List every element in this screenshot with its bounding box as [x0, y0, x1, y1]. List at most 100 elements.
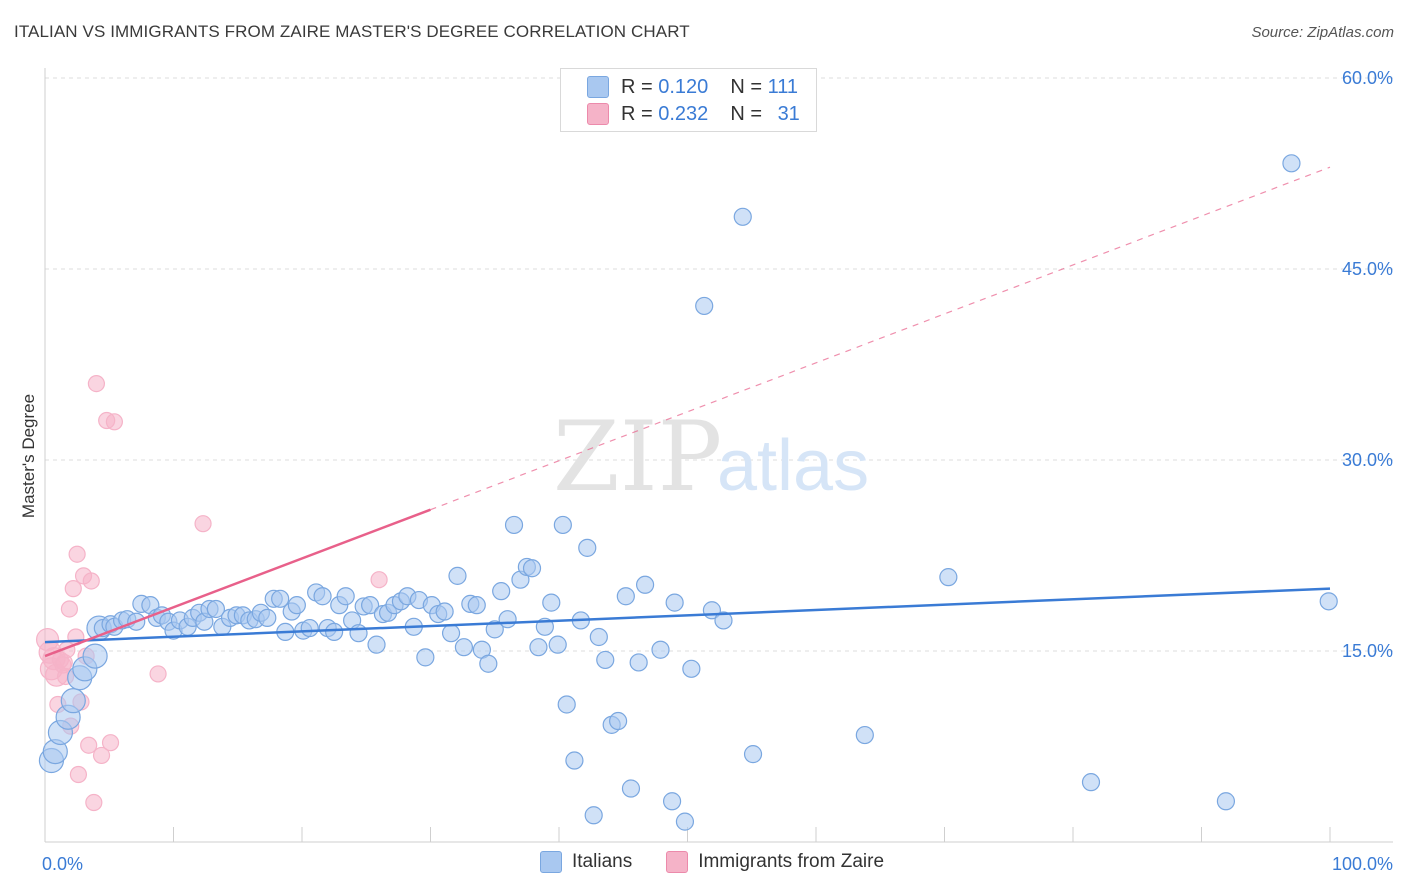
point-italians — [467, 596, 486, 615]
axes — [44, 68, 1393, 843]
source-label: Source: ZipAtlas.com — [1251, 24, 1394, 41]
point-italians — [498, 610, 517, 629]
point-italians — [855, 725, 874, 745]
point-italians — [635, 575, 655, 594]
watermark: ZIP atlas — [553, 401, 869, 513]
point-zaire — [370, 571, 388, 589]
point-italians — [271, 589, 290, 608]
point-italians — [584, 806, 603, 825]
point-italians — [529, 638, 548, 657]
point-italians — [336, 587, 355, 606]
point-italians — [733, 207, 752, 226]
point-italians — [939, 568, 958, 587]
point-italians — [682, 659, 701, 678]
point-italians — [596, 650, 615, 670]
legend-r-value: 0.120 — [658, 75, 709, 98]
legend-series: Italians Immigrants from Zaire — [540, 851, 918, 873]
point-italians — [616, 587, 635, 606]
watermark-zip: ZIP — [553, 401, 722, 513]
trend-zaire — [44, 508, 431, 658]
point-italians — [504, 515, 524, 535]
grid — [45, 77, 1393, 652]
point-zaire — [194, 515, 212, 533]
legend-n-label: N = — [730, 102, 762, 125]
point-italians — [479, 654, 498, 673]
point-italians — [361, 596, 380, 615]
point-italians — [1216, 792, 1236, 811]
legend-swatch-blue — [540, 851, 562, 873]
trend-lines — [44, 166, 1331, 658]
chart-title: ITALIAN VS IMMIGRANTS FROM ZAIRE MASTER'… — [14, 22, 690, 41]
legend-n-value: 31 — [777, 102, 800, 125]
point-italians — [651, 640, 670, 659]
x-tick-label: 100.0% — [1332, 854, 1393, 874]
legend-n-value: 111 — [767, 75, 798, 98]
point-italians — [206, 599, 226, 619]
point-italians — [578, 538, 597, 557]
point-italians — [609, 711, 628, 731]
point-italians — [1319, 592, 1338, 611]
point-zaire — [60, 600, 79, 618]
point-zaire — [82, 572, 100, 590]
legend-r-value: 0.232 — [658, 102, 709, 125]
trend-italians — [44, 587, 1331, 644]
point-italians — [589, 627, 608, 647]
point-italians — [714, 611, 733, 630]
point-italians — [1081, 773, 1101, 792]
legend-r-label: R = — [621, 102, 653, 125]
y-tick-label: 15.0% — [1342, 641, 1393, 661]
point-italians — [258, 608, 277, 627]
trend-zaire-extension — [430, 166, 1331, 511]
point-zaire — [68, 545, 86, 563]
point-italians — [629, 653, 648, 672]
point-italians — [548, 635, 567, 654]
legend-row-italians: R = 0.120 N = 111 — [587, 75, 798, 99]
point-italians — [416, 648, 435, 667]
y-tick-label: 30.0% — [1342, 450, 1393, 470]
legend-swatch-pink — [666, 851, 689, 873]
point-italians — [542, 593, 561, 612]
legend-item-zaire: Immigrants from Zaire — [666, 851, 884, 873]
point-zaire — [69, 765, 88, 784]
tick-labels: 15.0% 30.0% 45.0% 60.0% 0.0% 100.0% — [42, 68, 1393, 874]
point-italians — [675, 812, 695, 831]
legend-item-italians: Italians — [540, 851, 632, 873]
point-italians — [621, 779, 641, 798]
y-tick-label: 45.0% — [1342, 259, 1393, 279]
point-italians — [313, 587, 332, 606]
point-italians — [1282, 154, 1301, 173]
point-zaire — [105, 413, 123, 431]
point-italians — [349, 624, 368, 643]
point-zaire — [92, 746, 111, 765]
legend-n-label: N = — [730, 75, 762, 98]
legend-r-label: R = — [621, 75, 653, 98]
point-italians — [665, 593, 684, 612]
point-italians — [522, 559, 542, 578]
point-italians — [557, 695, 576, 714]
point-italians — [553, 515, 572, 535]
point-italians — [743, 745, 763, 764]
series-italians-points — [38, 154, 1338, 831]
point-italians — [82, 643, 108, 669]
point-italians — [454, 638, 474, 657]
point-zaire — [64, 580, 82, 598]
point-zaire — [149, 665, 167, 683]
point-italians — [695, 296, 714, 316]
point-italians — [60, 688, 86, 714]
point-italians — [435, 602, 454, 621]
point-zaire — [87, 375, 106, 393]
point-italians — [448, 566, 467, 585]
point-italians — [325, 622, 344, 642]
point-zaire — [101, 734, 120, 752]
legend-row-zaire: R = 0.232 N = 31 — [587, 102, 800, 126]
legend-stats: R = 0.120 N = 111 R = 0.232 N = 31 — [560, 68, 817, 132]
x-tick-label: 0.0% — [42, 854, 83, 874]
legend-swatch-blue — [587, 76, 609, 98]
legend-label-zaire: Immigrants from Zaire — [698, 851, 885, 872]
legend-swatch-pink — [587, 103, 609, 125]
point-italians — [662, 792, 682, 811]
y-tick-label: 60.0% — [1342, 68, 1393, 88]
point-italians — [485, 620, 504, 639]
watermark-atlas: atlas — [717, 426, 869, 506]
